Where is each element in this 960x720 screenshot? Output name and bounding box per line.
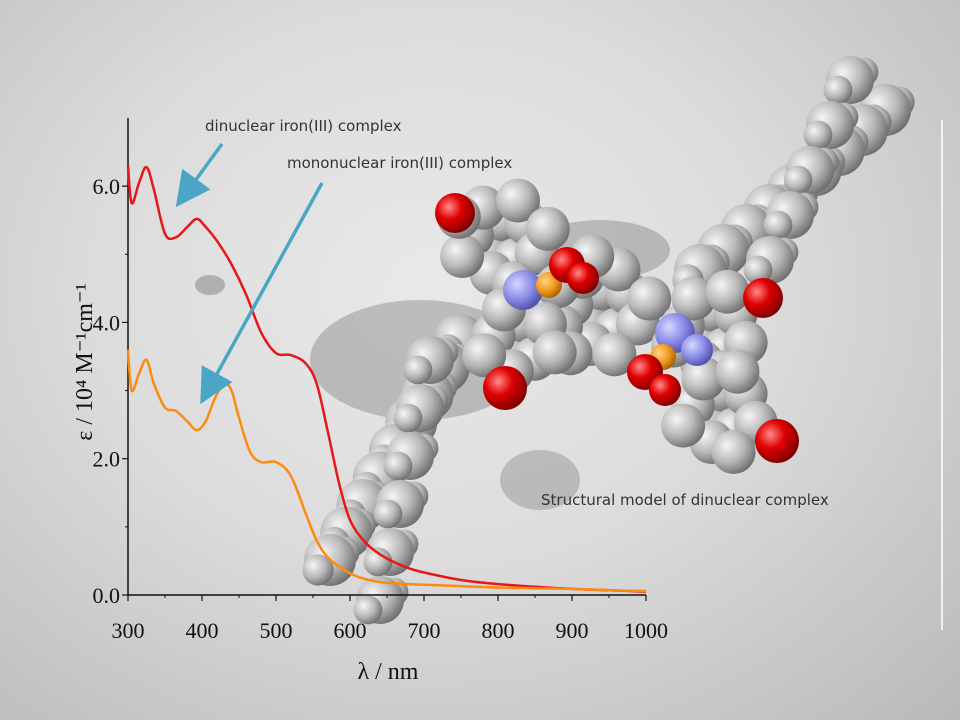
- annotation-dinuclear: dinuclear iron(III) complex: [205, 117, 402, 135]
- carbon-atom: [627, 276, 672, 321]
- carbon-atom: [661, 403, 706, 448]
- hydrogen-atom: [363, 547, 393, 577]
- y-tick-label: 0.0: [93, 583, 121, 608]
- oxygen-atom: [649, 374, 681, 406]
- carbon-atom: [711, 429, 756, 474]
- x-tick-label: 600: [334, 618, 367, 643]
- hydrogen-atom: [743, 255, 773, 285]
- x-tick-label: 400: [186, 618, 219, 643]
- arrow-dinuclear: [175, 142, 224, 208]
- hydrogen-atom: [823, 75, 853, 105]
- x-tick-label: 1000: [624, 618, 668, 643]
- y-tick-label: 2.0: [93, 447, 121, 472]
- carbon-atom: [532, 330, 577, 375]
- oxygen-atom: [567, 262, 599, 294]
- nitrogen-atom: [503, 270, 543, 310]
- axes: 300 400 500 600 700 800 900 1000 0.0 2.0 4.0 6.0: [93, 118, 668, 643]
- x-tick-label: 800: [482, 618, 515, 643]
- hydrogen-atom: [302, 554, 334, 586]
- arrow-mononuclear: [200, 182, 324, 405]
- carbon-atom: [462, 333, 507, 378]
- x-tick-label: 900: [556, 618, 589, 643]
- carbon-atom: [440, 234, 485, 279]
- hydrogen-atom: [373, 499, 403, 529]
- nitrogen-atom: [681, 334, 713, 366]
- hydrogen-atom: [803, 120, 833, 150]
- hydrogen-atom: [403, 355, 433, 385]
- hydrogen-atom: [763, 210, 793, 240]
- annotation-model-caption: Structural model of dinuclear complex: [541, 491, 829, 509]
- carbon-atom: [592, 332, 637, 377]
- x-tick-label: 700: [408, 618, 441, 643]
- hydrogen-atom: [393, 403, 423, 433]
- hydrogen-atom: [783, 165, 813, 195]
- x-tick-label: 300: [112, 618, 145, 643]
- oxygen-atom: [435, 193, 475, 233]
- oxygen-atom: [483, 366, 527, 410]
- series-line-mononuclear: [126, 349, 647, 593]
- x-axis-label: λ / nm: [358, 659, 419, 685]
- oxygen-atom: [743, 278, 783, 318]
- oxygen-atom: [755, 419, 799, 463]
- hydrogen-atom: [383, 451, 413, 481]
- y-tick-label: 6.0: [93, 174, 121, 199]
- x-tick-label: 500: [260, 618, 293, 643]
- carbon-atom: [495, 178, 540, 223]
- carbon-atom: [681, 356, 726, 401]
- y-tick-label: 4.0: [93, 310, 121, 335]
- carbon-atom: [705, 269, 750, 314]
- carbon-atom: [715, 349, 760, 394]
- y-axis-label: ε / 10⁴ M⁻¹cm⁻¹: [72, 283, 98, 441]
- carbon-atom: [671, 276, 716, 321]
- hydrogen-atom: [353, 595, 383, 625]
- carbon-atom: [525, 206, 570, 251]
- series-line-dinuclear: [126, 165, 647, 593]
- annotation-mononuclear: mononuclear iron(III) complex: [287, 154, 512, 172]
